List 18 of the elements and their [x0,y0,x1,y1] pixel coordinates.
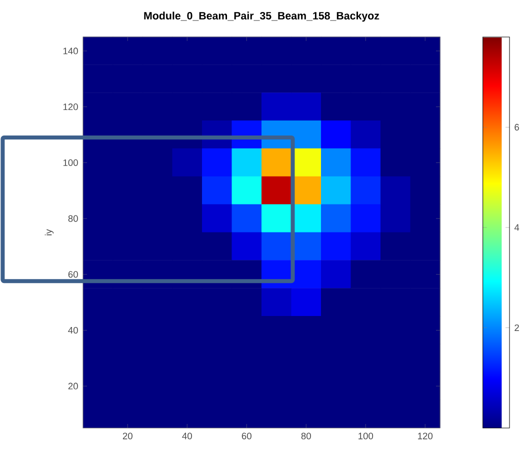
y-tick-label: 140 [63,48,78,54]
y-axis-title: iy [44,229,54,236]
x-tick-label: 20 [122,432,132,440]
chart-title: Module_0_Beam_Pair_35_Beam_158_Backyoz [144,12,380,22]
color-bar-label: 2 [514,324,519,331]
x-tick-label: 40 [182,432,192,440]
x-tick-label: 80 [301,432,311,440]
y-tick-label: 60 [68,271,78,278]
color-bar-label: 4 [514,224,520,231]
y-tick-label: 80 [68,215,78,222]
y-tick-label: 40 [68,326,78,334]
x-tick-label: 60 [242,432,252,440]
y-tick-label: 120 [63,104,78,110]
y-tick-label: 100 [63,159,78,166]
x-tick-label: 100 [358,432,374,440]
color-bar-label: 6 [514,124,519,131]
y-tick-label: 20 [68,382,78,390]
x-tick-label: 120 [418,432,433,440]
